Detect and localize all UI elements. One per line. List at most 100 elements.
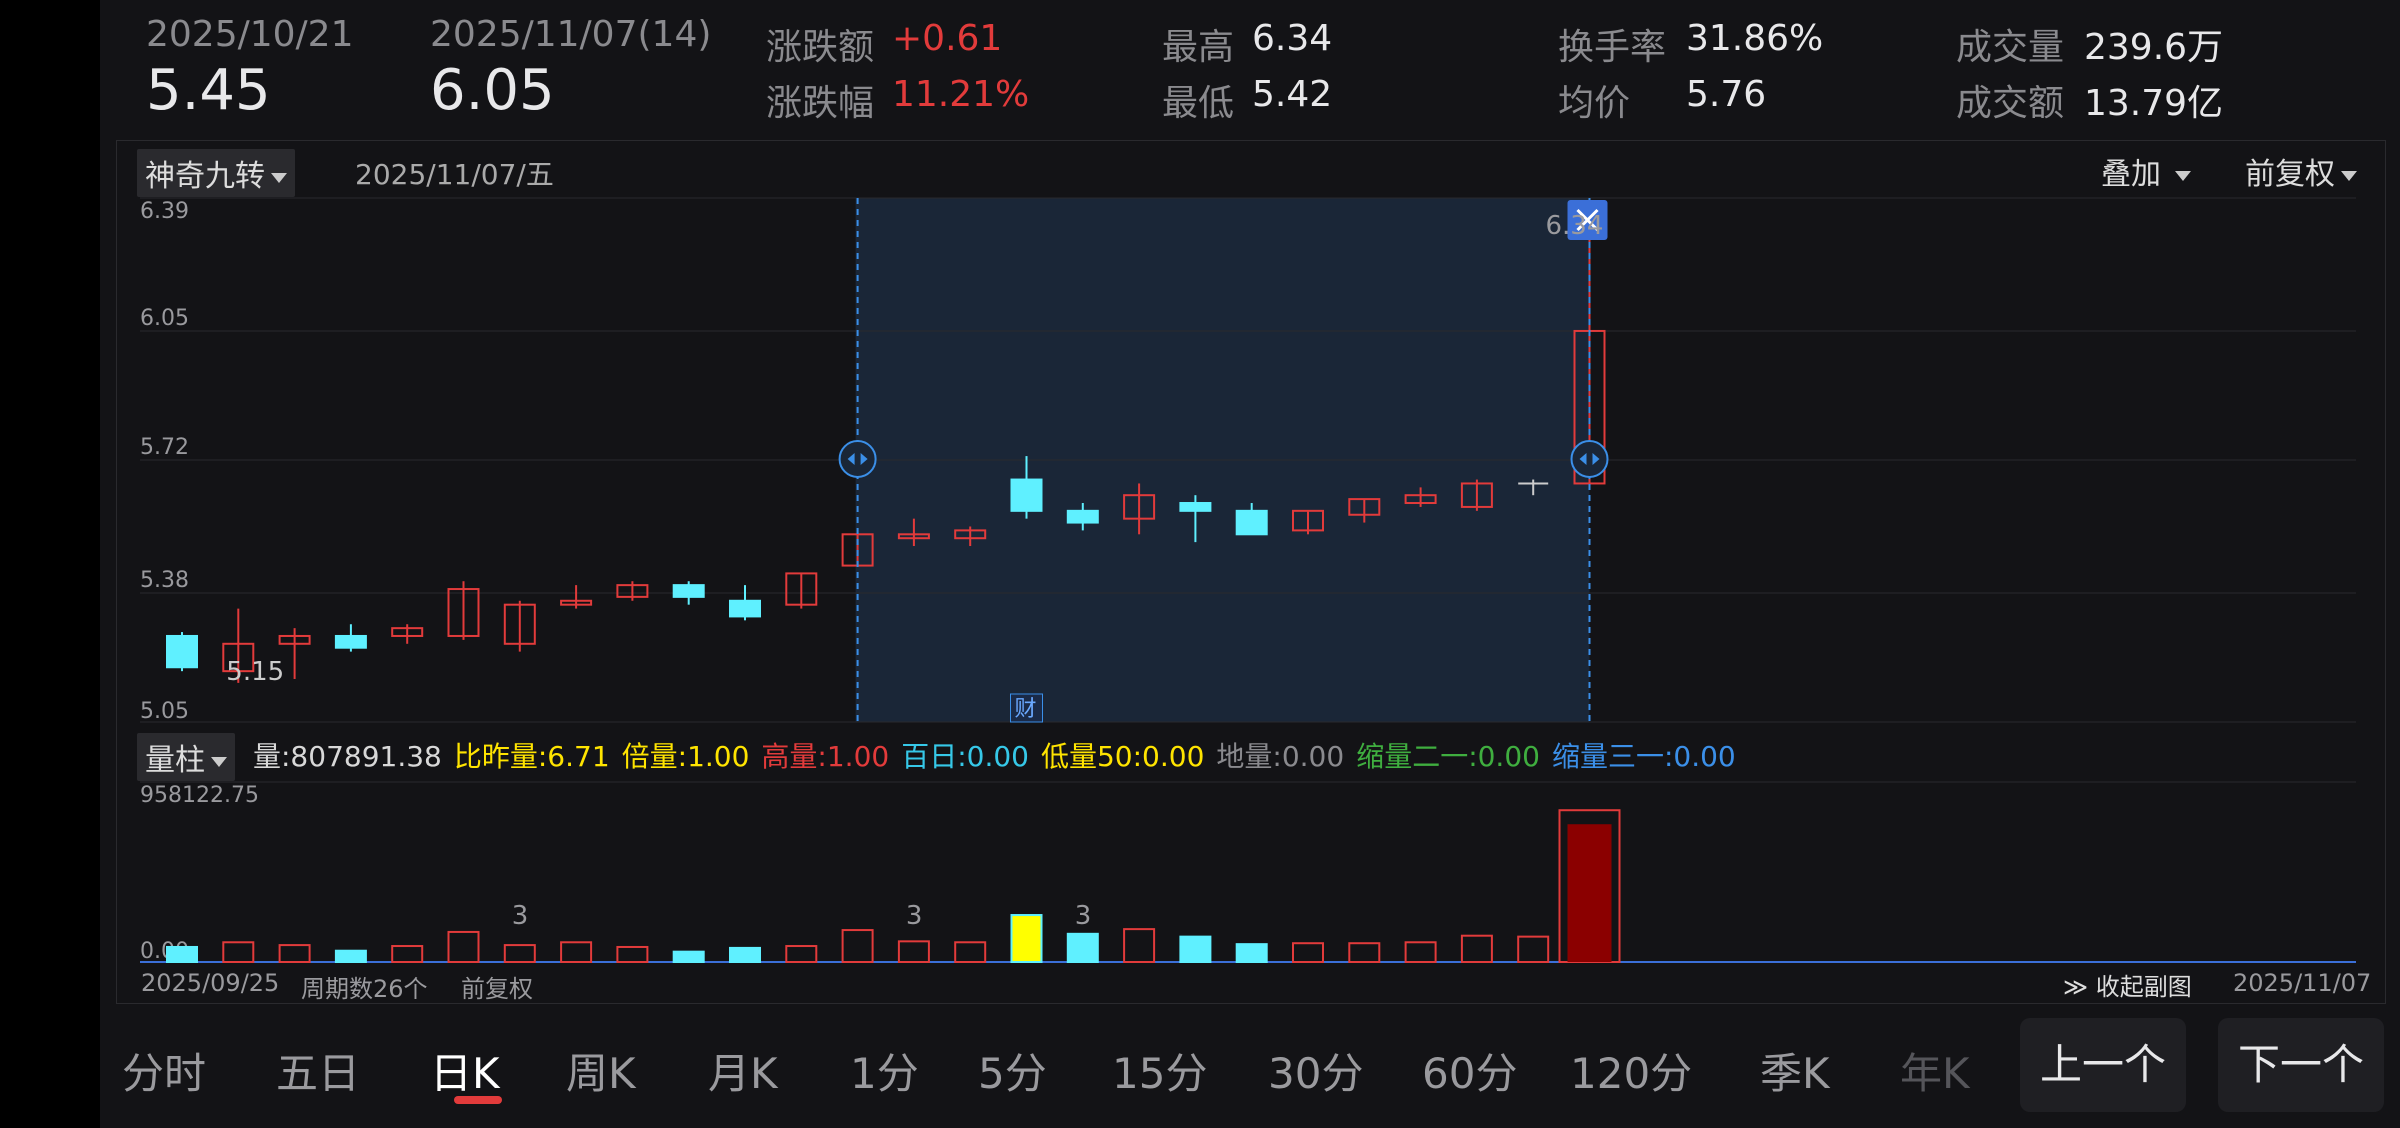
high-label: 最高: [1162, 27, 1235, 68]
low-label: 最低: [1162, 83, 1235, 124]
change-amount: +0.61: [892, 18, 1003, 59]
arrows-icon: [1579, 453, 1600, 465]
chevron-down-icon: [211, 756, 227, 767]
drag-handle-icon: [838, 440, 877, 478]
tab-9[interactable]: 60分: [1422, 1049, 1518, 1098]
period-tabs: 分时 五日 日K 周K 月K 1分 5分 15分 30分 60分 120分 季K 年K: [100, 1010, 2400, 1128]
volume-bar: [1567, 824, 1612, 962]
change-pct: 11.21%: [892, 74, 1030, 115]
volume-count-mark: 3: [906, 901, 923, 931]
volume-stats: 量:807891.38 比昨量:6.71 倍量:1.00 高量:1.00 百日:0.00…: [253, 735, 1748, 775]
volume-bar: [503, 944, 536, 963]
tab-1[interactable]: 五日: [276, 1049, 361, 1098]
candle-body: [1123, 494, 1156, 520]
next-button[interactable]: 下一个: [2218, 1018, 2384, 1112]
current-date: 2025/11/07/五: [355, 158, 554, 191]
volume-bar: [447, 930, 480, 964]
candle-body: [616, 584, 649, 598]
volume-bar: [897, 940, 930, 964]
volume-stat: 高量:1.00: [761, 740, 890, 773]
tab-8[interactable]: 30分: [1268, 1049, 1364, 1098]
candle-body: [1460, 482, 1493, 508]
candle-body: [334, 634, 367, 649]
volume-bar: [672, 950, 705, 964]
candle-body: [222, 642, 255, 673]
volume-bar: [278, 944, 311, 963]
double-chevron-down-icon: ≫: [2063, 973, 2096, 1001]
volume-bar: [1460, 934, 1493, 963]
high-value: 6.34: [1252, 18, 1333, 59]
volume-value: 239.6万: [2084, 27, 2224, 68]
candle-body: [954, 529, 987, 540]
high-price-marker: 6.34: [1546, 211, 1604, 241]
indicator-dropdown[interactable]: 神奇九转: [137, 149, 295, 197]
candle-body: [1348, 498, 1381, 516]
tab-3[interactable]: 周K: [566, 1049, 636, 1098]
period-count: 周期数26个: [301, 975, 428, 1003]
footer-adjust: 前复权: [461, 975, 533, 1003]
tab-12[interactable]: 年K: [1900, 1049, 1970, 1098]
finance-marker: 财: [1015, 697, 1037, 722]
chevron-down-icon: [2175, 170, 2191, 181]
volume-bar: [785, 945, 818, 963]
volume-bar: [1292, 942, 1324, 963]
tab-5[interactable]: 1分: [850, 1049, 919, 1098]
tab-4[interactable]: 月K: [708, 1049, 778, 1098]
tab-11[interactable]: 季K: [1760, 1049, 1830, 1098]
adjust-dropdown[interactable]: 前复权: [2245, 149, 2357, 193]
adjust-label: 前复权: [2245, 157, 2335, 192]
low-value: 5.42: [1252, 74, 1333, 115]
volume-bar: [334, 949, 367, 964]
volume-bar: [841, 929, 874, 964]
tab-10[interactable]: 120分: [1570, 1049, 1693, 1098]
tab-0[interactable]: 分时: [122, 1049, 207, 1098]
candle-body: [166, 634, 198, 669]
tab-2[interactable]: 日K: [430, 1049, 500, 1098]
footer-end-date: 2025/11/07: [2233, 969, 2372, 997]
footer-start-date: 2025/09/25: [141, 969, 280, 997]
close-icon: [1576, 208, 1599, 232]
candle-body: [560, 599, 593, 606]
finance-marker-box: [1010, 693, 1043, 723]
volume-count-mark: 3: [512, 901, 529, 931]
candle-body: [1292, 509, 1324, 532]
volume-stat: 地量:0.00: [1216, 740, 1345, 773]
candle-body: [672, 584, 705, 598]
chart-panel: 神奇九转 2025/11/07/五 叠加 前复权 量柱 量:807891.38 比…: [116, 140, 2386, 1004]
chevron-down-icon: [271, 172, 287, 183]
candle-body: [897, 533, 930, 540]
volume-stat: 量:807891.38: [253, 740, 442, 773]
kline-chart[interactable]: 6.396.055.725.385.055.156.34财958122.750.…: [100, 0, 2400, 1010]
volume-bar: [1123, 928, 1156, 964]
overlay-dropdown[interactable]: 叠加: [2101, 149, 2191, 193]
volume-stat: 低量50:0.00: [1040, 740, 1205, 773]
volume-type-label: 量柱: [145, 743, 205, 778]
volume-stat: 缩量三一:0.00: [1551, 740, 1736, 773]
candle-body: [1235, 509, 1268, 536]
collapse-subchart-button[interactable]: ≫ 收起副图: [2063, 967, 2192, 1002]
y-tick-label: 5.05: [140, 699, 189, 724]
prev-button[interactable]: 上一个: [2020, 1018, 2186, 1112]
volume-bar: [616, 945, 649, 963]
avg-value: 5.76: [1686, 74, 1767, 115]
candle-body: [503, 603, 536, 645]
volume-max-label: 958122.75: [140, 783, 259, 808]
volume-bar: [1066, 932, 1099, 963]
tab-6[interactable]: 5分: [978, 1049, 1047, 1098]
arrows-icon: [847, 453, 868, 465]
candle-body: [447, 588, 480, 637]
collapse-label: 收起副图: [2095, 973, 2192, 1001]
volume-bar: [729, 946, 761, 964]
volume-bar: [1404, 941, 1437, 963]
volume-count-mark: 3: [1075, 901, 1092, 931]
volume-type-dropdown[interactable]: 量柱: [137, 733, 235, 781]
volume-label: 成交量: [1956, 27, 2065, 68]
volume-bar: [1010, 914, 1043, 963]
volume-stat: 倍量:1.00: [621, 740, 750, 773]
candle-body: [729, 599, 761, 618]
volume-bar: [391, 945, 424, 963]
drag-handle-icon: [1570, 440, 1609, 478]
indicator-label: 神奇九转: [145, 159, 265, 194]
start-date: 2025/10/21: [146, 14, 354, 55]
tab-7[interactable]: 15分: [1112, 1049, 1208, 1098]
